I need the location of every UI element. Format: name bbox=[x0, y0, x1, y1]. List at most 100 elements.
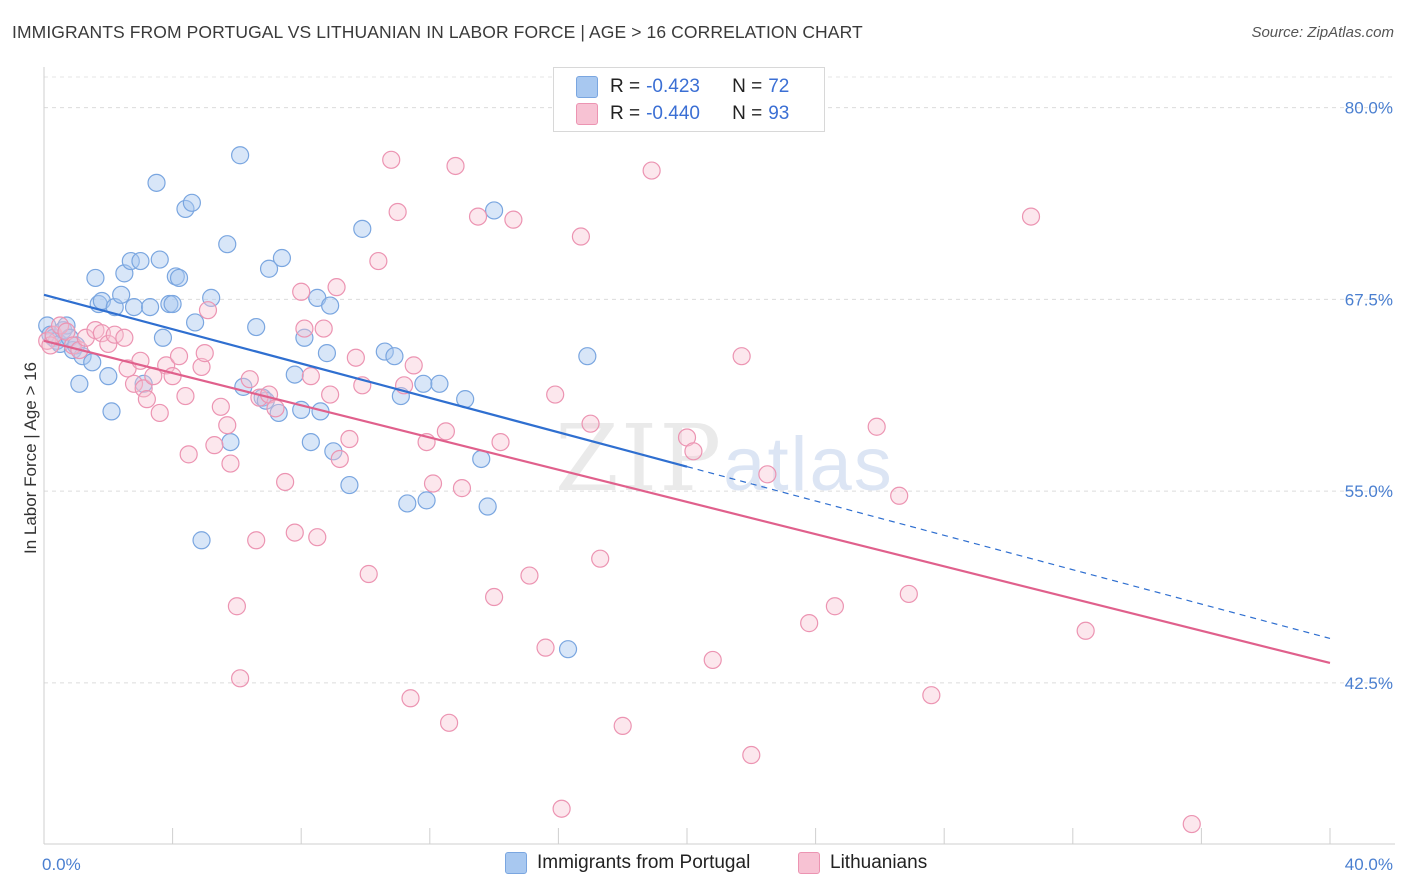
legend-n-value: 93 bbox=[768, 103, 790, 124]
point-lithuanian bbox=[703, 650, 722, 670]
legend-n-label: N = bbox=[732, 103, 763, 124]
point-lithuanian bbox=[295, 319, 314, 338]
point-lithuanian bbox=[340, 429, 359, 449]
point-portugal bbox=[301, 432, 320, 452]
point-lithuanian bbox=[205, 436, 224, 455]
point-portugal bbox=[478, 497, 497, 516]
point-portugal bbox=[70, 374, 89, 393]
point-lithuanian bbox=[115, 328, 134, 347]
trendline-portugal-extension bbox=[686, 466, 1331, 640]
point-lithuanian bbox=[327, 278, 346, 297]
point-lithuanian bbox=[198, 301, 218, 320]
point-portugal bbox=[186, 313, 205, 332]
point-portugal bbox=[414, 374, 433, 393]
point-portugal bbox=[340, 475, 359, 495]
point-lithuanian bbox=[1021, 207, 1041, 226]
y-axis-label: In Labor Force | Age > 16 bbox=[21, 362, 40, 554]
point-lithuanian bbox=[369, 251, 388, 271]
point-portugal bbox=[578, 347, 597, 366]
point-lithuanian bbox=[758, 465, 777, 484]
point-lithuanian bbox=[134, 379, 153, 398]
point-portugal bbox=[83, 353, 102, 372]
point-portugal bbox=[430, 374, 449, 393]
point-lithuanian bbox=[452, 479, 472, 498]
point-lithuanian bbox=[491, 432, 510, 452]
bottom-legend-swatch-lithuanians bbox=[798, 852, 820, 874]
legend-r-label: R = bbox=[610, 103, 641, 124]
point-lithuanian bbox=[179, 445, 198, 464]
bottom-legend-portugal: Immigrants from Portugal bbox=[505, 852, 750, 874]
point-lithuanian bbox=[388, 202, 407, 222]
point-portugal bbox=[321, 296, 340, 315]
point-portugal bbox=[153, 328, 173, 347]
point-portugal bbox=[147, 173, 166, 192]
point-portugal bbox=[558, 640, 578, 659]
bottom-legend-label-portugal: Immigrants from Portugal bbox=[537, 852, 751, 873]
point-lithuanian bbox=[825, 597, 844, 616]
point-lithuanian bbox=[890, 486, 909, 505]
watermark-atlas: atlas bbox=[723, 422, 894, 507]
y-tick-label: 67.5% bbox=[1345, 290, 1393, 309]
point-lithuanian bbox=[276, 472, 295, 492]
point-portugal bbox=[150, 250, 169, 269]
point-lithuanian bbox=[314, 319, 333, 338]
legend-n-label: N = bbox=[732, 76, 763, 97]
legend-r-value: -0.440 bbox=[646, 103, 700, 124]
point-portugal bbox=[259, 259, 279, 278]
legend-swatch-lithuanians bbox=[576, 103, 598, 125]
point-lithuanian bbox=[1076, 621, 1095, 640]
point-lithuanian bbox=[546, 385, 565, 404]
point-portugal bbox=[112, 285, 131, 304]
point-lithuanian bbox=[211, 397, 230, 416]
point-lithuanian bbox=[468, 207, 488, 226]
point-lithuanian bbox=[423, 474, 443, 493]
point-lithuanian bbox=[642, 161, 661, 180]
point-lithuanian bbox=[591, 549, 610, 568]
point-portugal bbox=[163, 294, 182, 314]
point-portugal bbox=[218, 235, 237, 254]
point-portugal bbox=[472, 449, 491, 469]
point-lithuanian bbox=[800, 614, 819, 633]
point-lithuanian bbox=[240, 370, 259, 389]
point-portugal bbox=[231, 146, 250, 165]
point-lithuanian bbox=[536, 638, 555, 657]
bottom-legend-swatch-portugal bbox=[505, 852, 527, 874]
point-lithuanian bbox=[231, 669, 250, 688]
legend-r-value: -0.423 bbox=[646, 76, 700, 97]
y-tick-label: 42.5% bbox=[1345, 674, 1393, 693]
point-portugal bbox=[86, 268, 105, 288]
point-portugal bbox=[124, 298, 144, 317]
y-tick-label: 80.0% bbox=[1345, 99, 1393, 118]
point-lithuanian bbox=[684, 442, 703, 461]
point-lithuanian bbox=[346, 348, 365, 367]
point-lithuanian bbox=[485, 587, 504, 607]
point-portugal bbox=[169, 268, 189, 288]
point-portugal bbox=[353, 219, 372, 238]
point-lithuanian bbox=[382, 150, 401, 169]
point-portugal bbox=[385, 347, 404, 366]
point-portugal bbox=[317, 344, 337, 363]
point-lithuanian bbox=[552, 799, 571, 818]
legend-swatch-portugal bbox=[576, 76, 598, 98]
point-lithuanian bbox=[266, 399, 285, 418]
chart-title: IMMIGRANTS FROM PORTUGAL VS LITHUANIAN I… bbox=[12, 22, 863, 42]
point-lithuanian bbox=[195, 344, 214, 363]
point-lithuanian bbox=[292, 282, 311, 301]
legend-row-portugal: R = -0.423 N = 72 bbox=[576, 75, 789, 99]
point-lithuanian bbox=[169, 347, 189, 366]
point-lithuanian bbox=[504, 210, 523, 229]
point-portugal bbox=[247, 317, 266, 337]
point-lithuanian bbox=[742, 745, 761, 765]
watermark-zip: ZIP bbox=[555, 405, 724, 512]
point-lithuanian bbox=[732, 347, 751, 366]
point-lithuanian bbox=[137, 390, 156, 409]
point-lithuanian bbox=[899, 584, 918, 604]
point-lithuanian bbox=[163, 367, 182, 386]
point-lithuanian bbox=[221, 454, 240, 473]
point-portugal bbox=[398, 494, 417, 513]
point-portugal bbox=[131, 251, 150, 271]
trendline-lithuanian bbox=[43, 339, 1331, 665]
point-lithuanian bbox=[227, 597, 246, 616]
point-portugal bbox=[295, 328, 314, 347]
